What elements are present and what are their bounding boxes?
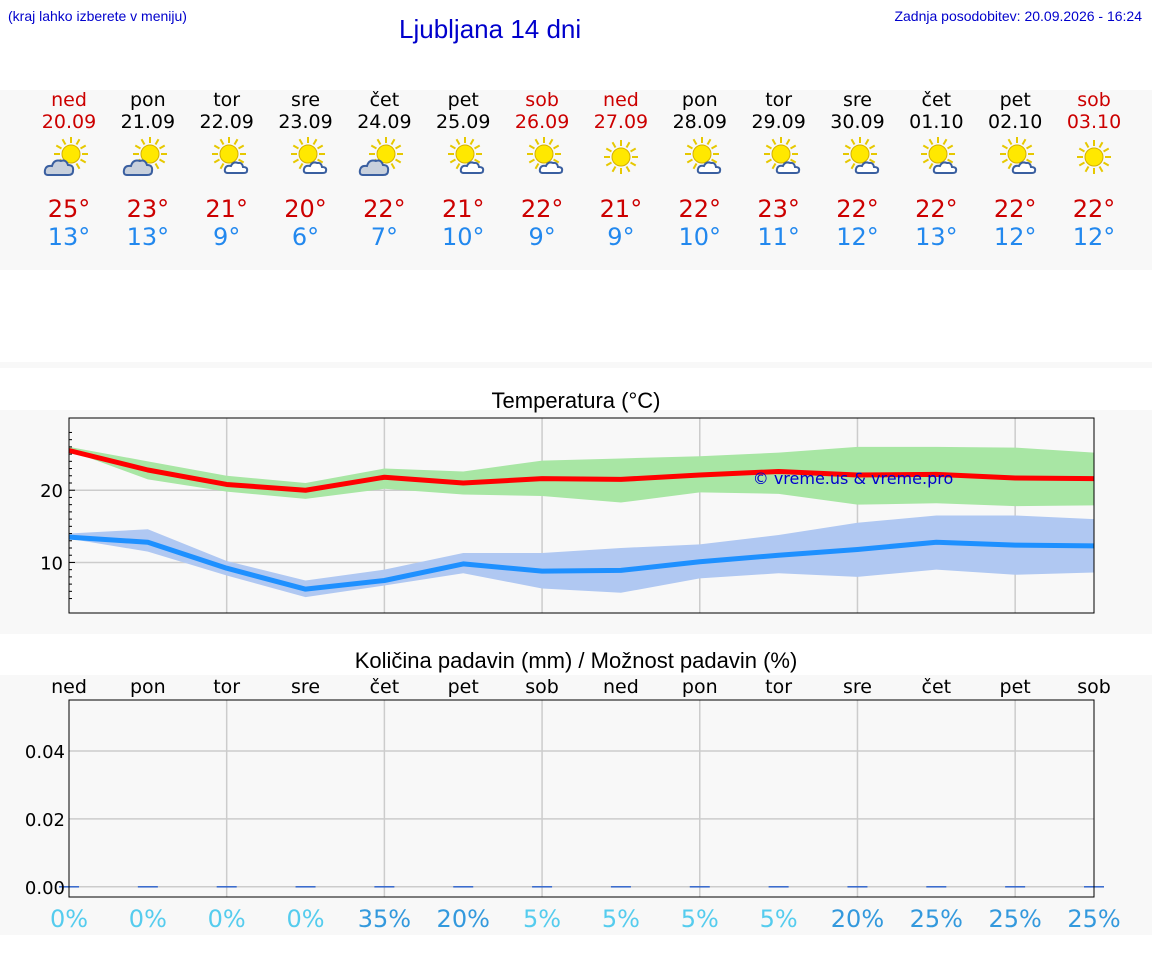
forecast-date: 21.09 [120, 111, 176, 133]
page-title: Ljubljana 14 dni [399, 14, 582, 44]
partly-cloudy-icon [527, 137, 564, 174]
forecast-day: sre 30.09 22° 12° [823, 89, 893, 251]
forecast-min-temp: 9° [213, 223, 241, 251]
forecast-max-temp: 21° [205, 195, 248, 223]
forecast-date: 25.09 [436, 111, 491, 133]
forecast-day: ned 20.09 25° 13° [34, 89, 104, 251]
forecast-min-temp: 10° [441, 223, 485, 251]
forecast-min-temp: 12° [1072, 223, 1116, 251]
forecast-day-name: ned [603, 89, 639, 111]
forecast-date: 23.09 [278, 111, 333, 133]
forecast-max-temp: 25° [47, 195, 91, 223]
forecast-date: 27.09 [593, 111, 649, 133]
forecast-day: tor 22.09 21° 9° [192, 89, 262, 251]
precipitation-panel [0, 675, 1152, 935]
partly-cloudy-icon [290, 137, 327, 174]
partly-cloudy-icon [1000, 137, 1037, 174]
forecast-min-temp: 9° [607, 223, 635, 251]
forecast-day-name: sre [843, 89, 872, 111]
cloudy-sun-icon [43, 137, 88, 176]
forecast-day: ned 27.09 21° 9° [586, 89, 656, 251]
forecast-day: pon 21.09 23° 13° [113, 89, 183, 251]
forecast-date: 22.09 [199, 111, 254, 133]
forecast-date: 03.10 [1066, 111, 1122, 133]
forecast-day: čet 24.09 22° 7° [349, 89, 419, 251]
forecast-max-temp: 22° [678, 195, 722, 223]
forecast-day-name: tor [213, 89, 241, 111]
divider [0, 362, 1152, 368]
forecast-max-temp: 22° [363, 195, 406, 223]
sun-icon [603, 140, 638, 174]
forecast-min-temp: 12° [836, 223, 879, 251]
forecast-date: 26.09 [514, 111, 570, 133]
temperature-panel [0, 410, 1152, 634]
forecast-min-temp: 10° [678, 223, 722, 251]
location-menu-hint[interactable]: (kraj lahko izberete v meniju) [8, 8, 187, 24]
partly-cloudy-icon [448, 137, 485, 174]
forecast-date: 20.09 [41, 111, 97, 133]
forecast-day-name: čet [921, 89, 952, 111]
forecast-max-temp: 22° [520, 195, 564, 223]
forecast-day-name: sob [525, 89, 559, 111]
forecast-day-name: tor [765, 89, 793, 111]
precipitation-chart-title: Količina padavin (mm) / Možnost padavin … [354, 648, 798, 673]
forecast-min-temp: 13° [126, 223, 170, 251]
forecast-day-name: sre [291, 89, 321, 111]
forecast-day: pet 02.10 22° 12° [980, 89, 1050, 251]
forecast-max-temp: 22° [1072, 195, 1116, 223]
daily-forecast-strip [0, 90, 1152, 270]
forecast-max-temp: 21° [599, 195, 643, 223]
forecast-day: sre 23.09 20° 6° [271, 89, 341, 251]
forecast-day: sob 26.09 22° 9° [507, 89, 577, 251]
forecast-date: 28.09 [672, 111, 727, 133]
forecast-max-temp: 22° [915, 195, 958, 223]
forecast-day-name: ned [51, 89, 87, 111]
forecast-min-temp: 12° [993, 223, 1037, 251]
forecast-date: 01.10 [909, 111, 964, 133]
forecast-date: 30.09 [830, 111, 885, 133]
forecast-min-temp: 6° [291, 223, 320, 251]
forecast-min-temp: 11° [757, 223, 800, 251]
forecast-min-temp: 7° [370, 223, 399, 251]
forecast-max-temp: 22° [993, 195, 1037, 223]
partly-cloudy-icon [921, 137, 958, 174]
partly-cloudy-icon [842, 137, 879, 174]
cloudy-sun-icon [359, 137, 404, 176]
forecast-max-temp: 22° [836, 195, 879, 223]
forecast-day-name: pon [129, 89, 166, 111]
forecast-day: tor 29.09 23° 11° [744, 89, 814, 251]
cloudy-sun-icon [122, 137, 167, 176]
forecast-date: 02.10 [987, 111, 1043, 133]
forecast-day-name: čet [369, 89, 400, 111]
forecast-day: sob 03.10 22° 12° [1059, 89, 1129, 251]
forecast-min-temp: 13° [47, 223, 91, 251]
forecast-max-temp: 21° [441, 195, 485, 223]
forecast-max-temp: 23° [757, 195, 800, 223]
last-update: Zadnja posodobitev: 20.09.2026 - 16:24 [894, 8, 1142, 24]
partly-cloudy-icon [684, 137, 721, 174]
forecast-max-temp: 20° [284, 195, 327, 223]
forecast-min-temp: 9° [528, 223, 556, 251]
forecast-date: 24.09 [357, 111, 412, 133]
forecast-day: pet 25.09 21° 10° [428, 89, 498, 251]
forecast-day-name: pet [447, 89, 479, 111]
forecast-day: čet 01.10 22° 13° [901, 89, 971, 251]
sun-icon [1077, 140, 1112, 174]
forecast-day-name: pon [681, 89, 718, 111]
partly-cloudy-icon [763, 137, 800, 174]
forecast-day-name: sob [1077, 89, 1111, 111]
forecast-max-temp: 23° [126, 195, 170, 223]
forecast-day-name: pet [999, 89, 1031, 111]
partly-cloudy-icon [211, 137, 248, 174]
forecast-min-temp: 13° [915, 223, 958, 251]
forecast-day: pon 28.09 22° 10° [665, 89, 735, 251]
forecast-date: 29.09 [751, 111, 806, 133]
temperature-chart-title: Temperatura (°C) [491, 388, 661, 413]
